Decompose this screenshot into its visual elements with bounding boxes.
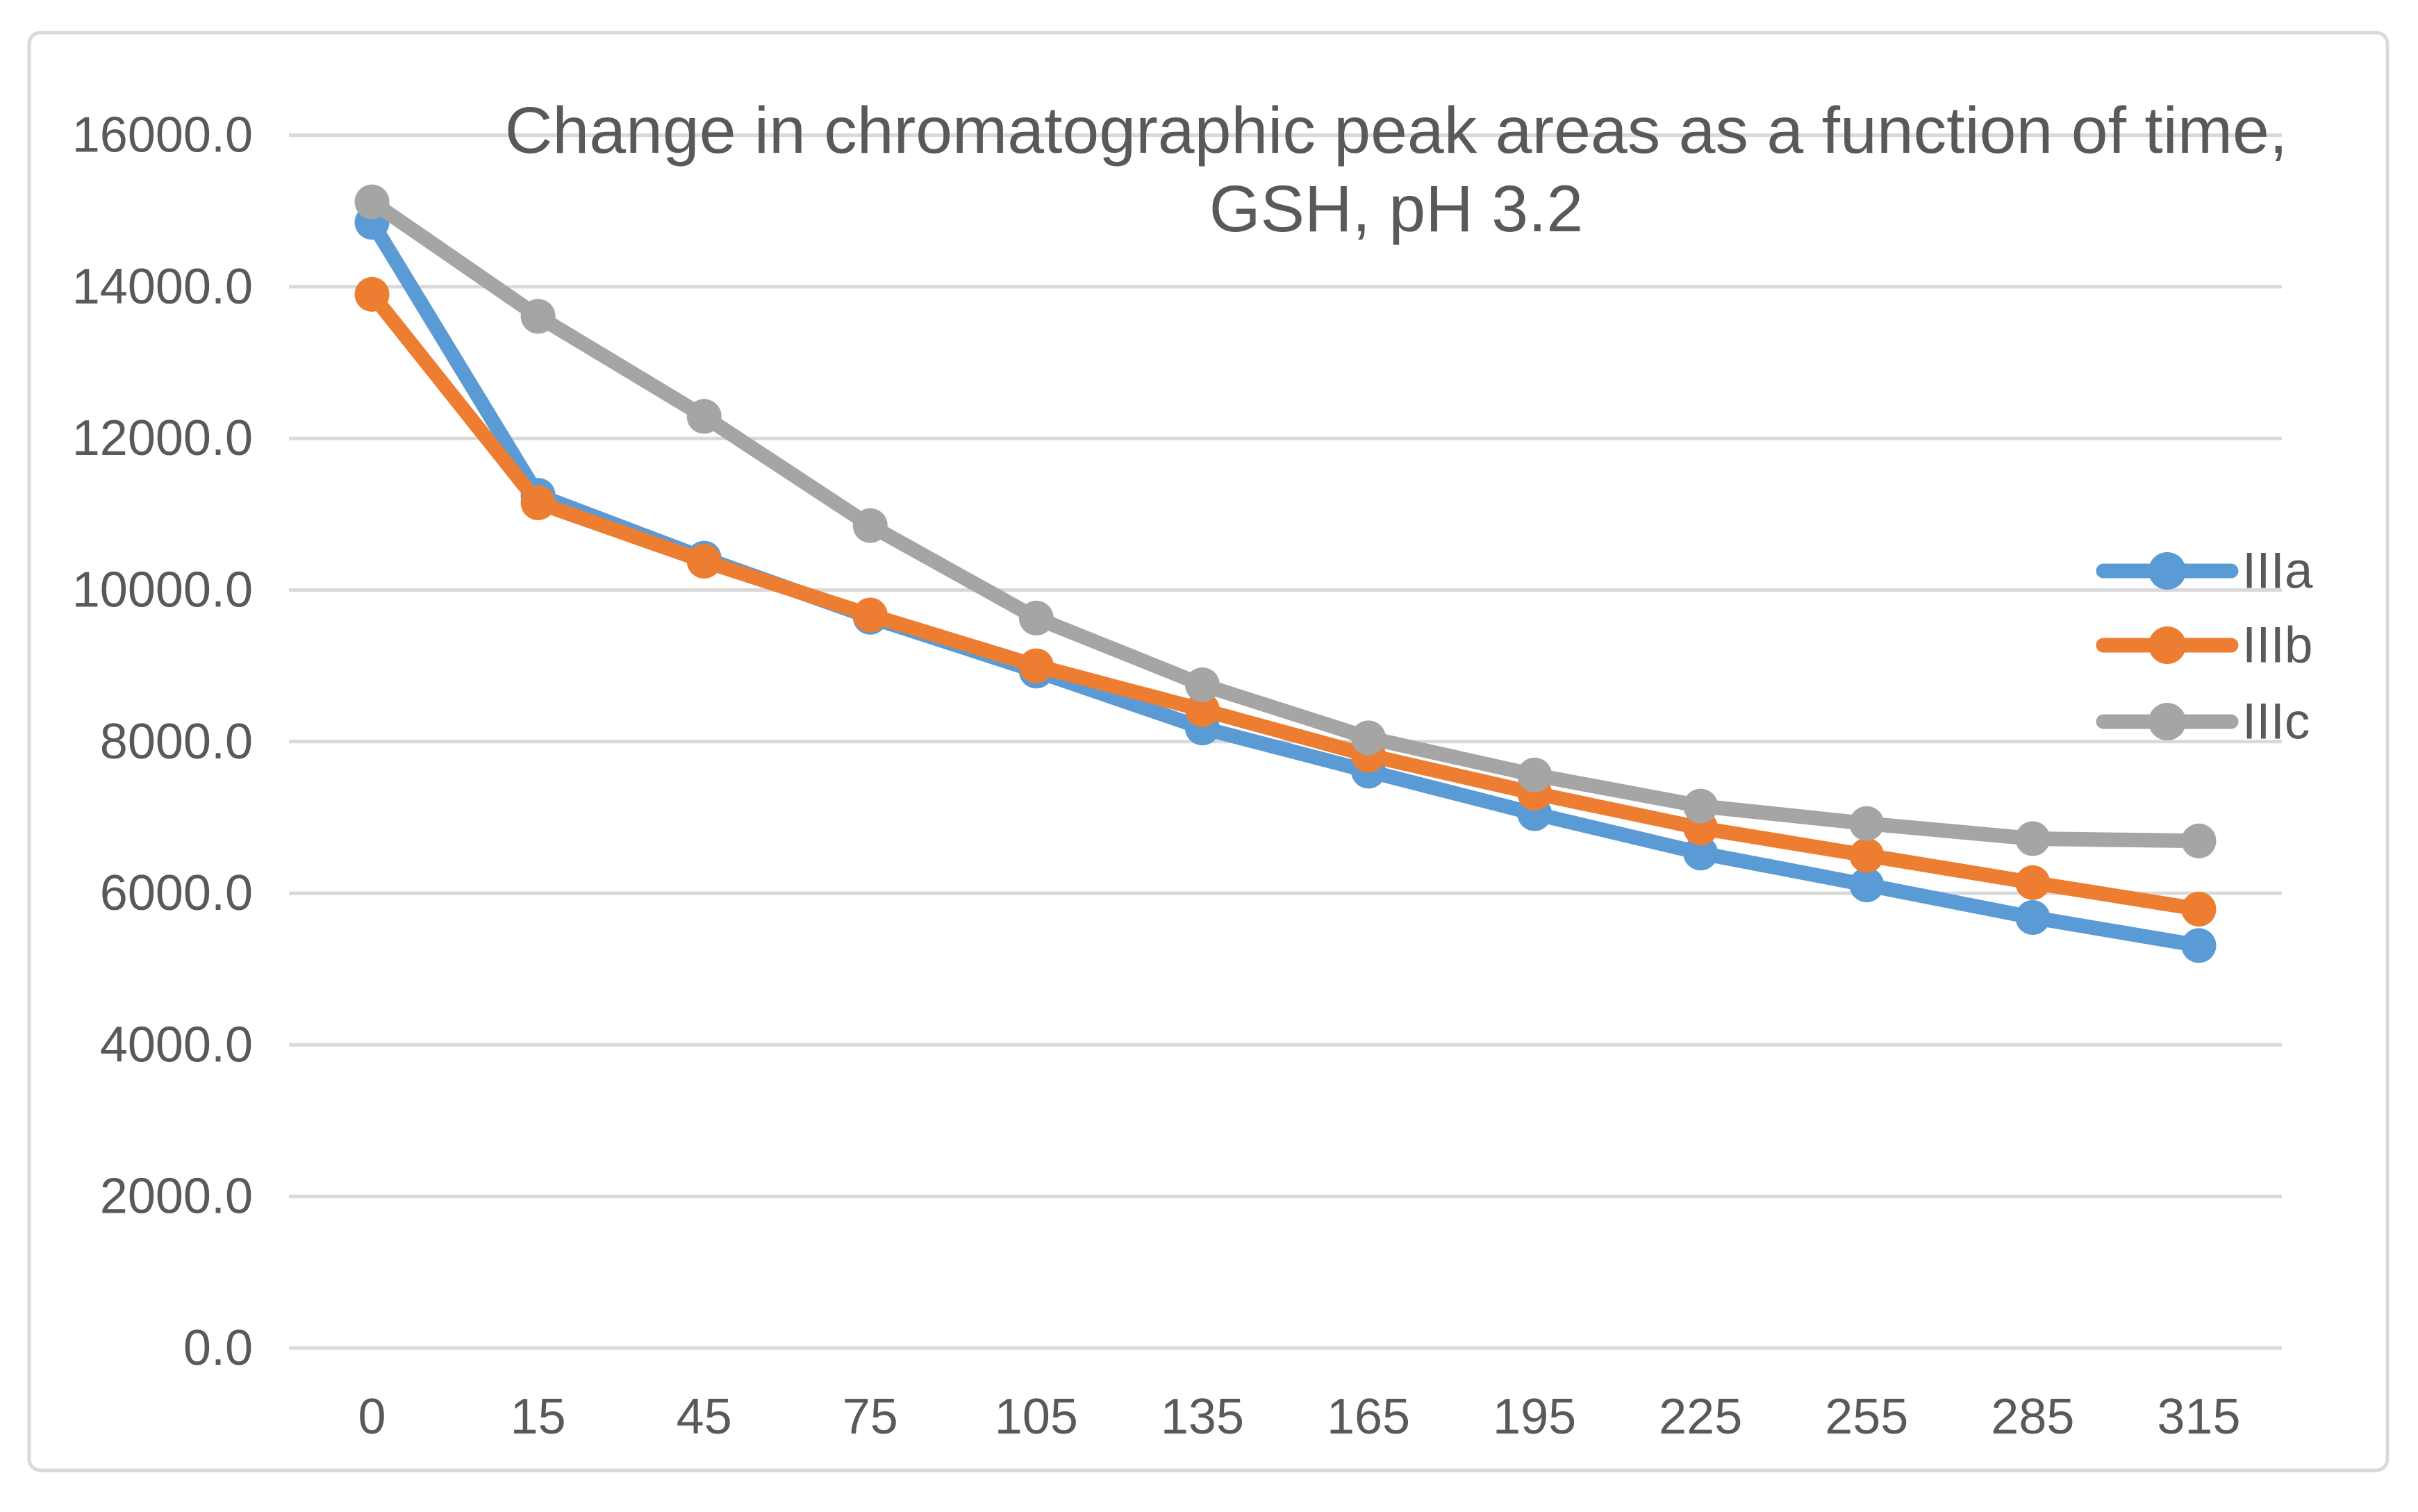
data-point-marker [520,299,556,334]
data-point-marker [1849,806,1885,841]
x-tick-label: 45 [677,1389,732,1445]
data-point-marker [1351,720,1386,756]
data-point-marker [2181,823,2217,858]
y-tick-label: 6000.0 [100,865,253,921]
data-point-marker [686,544,722,579]
x-tick-label: 75 [843,1389,898,1445]
series-line-IIIa [365,215,2206,953]
x-tick-label: 315 [2157,1389,2240,1445]
legend-dot-icon [2148,703,2186,740]
legend-dot-icon [2148,552,2186,590]
data-point-marker [2015,821,2051,856]
data-point-marker [686,399,722,434]
series-IIIc [354,184,2217,858]
x-tick-label: 165 [1327,1389,1410,1445]
x-axis-tick-labels: 0 15 45 75 105 135 165 195 225 255 285 315 [358,1389,2241,1445]
data-point-marker [1849,838,1885,873]
x-tick-label: 0 [358,1389,386,1445]
y-tick-label: 0.0 [183,1320,253,1376]
y-tick-label: 14000.0 [72,259,253,315]
legend-item-IIIb: IIIb [2096,617,2312,674]
data-point-marker [1184,692,1220,727]
legend-item-IIIc: IIIc [2096,694,2310,750]
data-point-marker [1184,667,1220,702]
data-point-marker [2015,865,2051,900]
legend: IIIa IIIb IIIc [2096,543,2313,750]
data-point-marker [520,485,556,520]
data-point-marker [1517,757,1552,792]
data-point-marker [2015,900,2051,936]
y-tick-label: 16000.0 [72,108,253,163]
y-tick-label: 4000.0 [100,1017,253,1072]
legend-dot-icon [2148,626,2186,664]
data-point-marker [2181,892,2217,927]
legend-label: IIIb [2242,617,2312,674]
data-point-marker [354,184,390,219]
legend-item-IIIa: IIIa [2096,543,2313,599]
chart-border [27,31,2390,1472]
data-point-marker [1018,648,1054,683]
chart-title: Change in chromatographic peak areas as … [504,94,2288,246]
data-point-marker [852,597,888,633]
y-tick-label: 2000.0 [100,1169,253,1224]
x-tick-label: 255 [1825,1389,1908,1445]
legend-label: IIIc [2242,694,2310,750]
chart-border-group [27,31,2390,1472]
x-tick-label: 135 [1161,1389,1244,1445]
data-series [354,184,2217,963]
data-point-marker [354,276,390,312]
x-tick-label: 195 [1493,1389,1576,1445]
x-tick-label: 225 [1659,1389,1742,1445]
series-IIIa [354,205,2217,963]
series-line-IIIb [365,287,2206,917]
x-tick-label: 15 [511,1389,566,1445]
y-tick-label: 8000.0 [100,714,253,770]
x-tick-label: 105 [995,1389,1078,1445]
data-point-marker [1683,788,1719,824]
x-tick-label: 285 [1991,1389,2074,1445]
y-tick-label: 10000.0 [72,563,253,618]
data-point-marker [852,508,888,543]
y-axis-tick-labels: 0.0 2000.0 4000.0 6000.0 8000.0 10000.0 12000.… [72,108,253,1376]
gridlines [289,133,2282,1350]
legend-label: IIIa [2242,543,2313,599]
data-point-marker [1849,867,1885,903]
data-point-marker [1683,836,1719,871]
y-tick-label: 12000.0 [72,410,253,466]
series-line-IIIc [365,194,2206,849]
data-point-marker [1018,600,1054,635]
data-point-marker [2181,928,2217,963]
